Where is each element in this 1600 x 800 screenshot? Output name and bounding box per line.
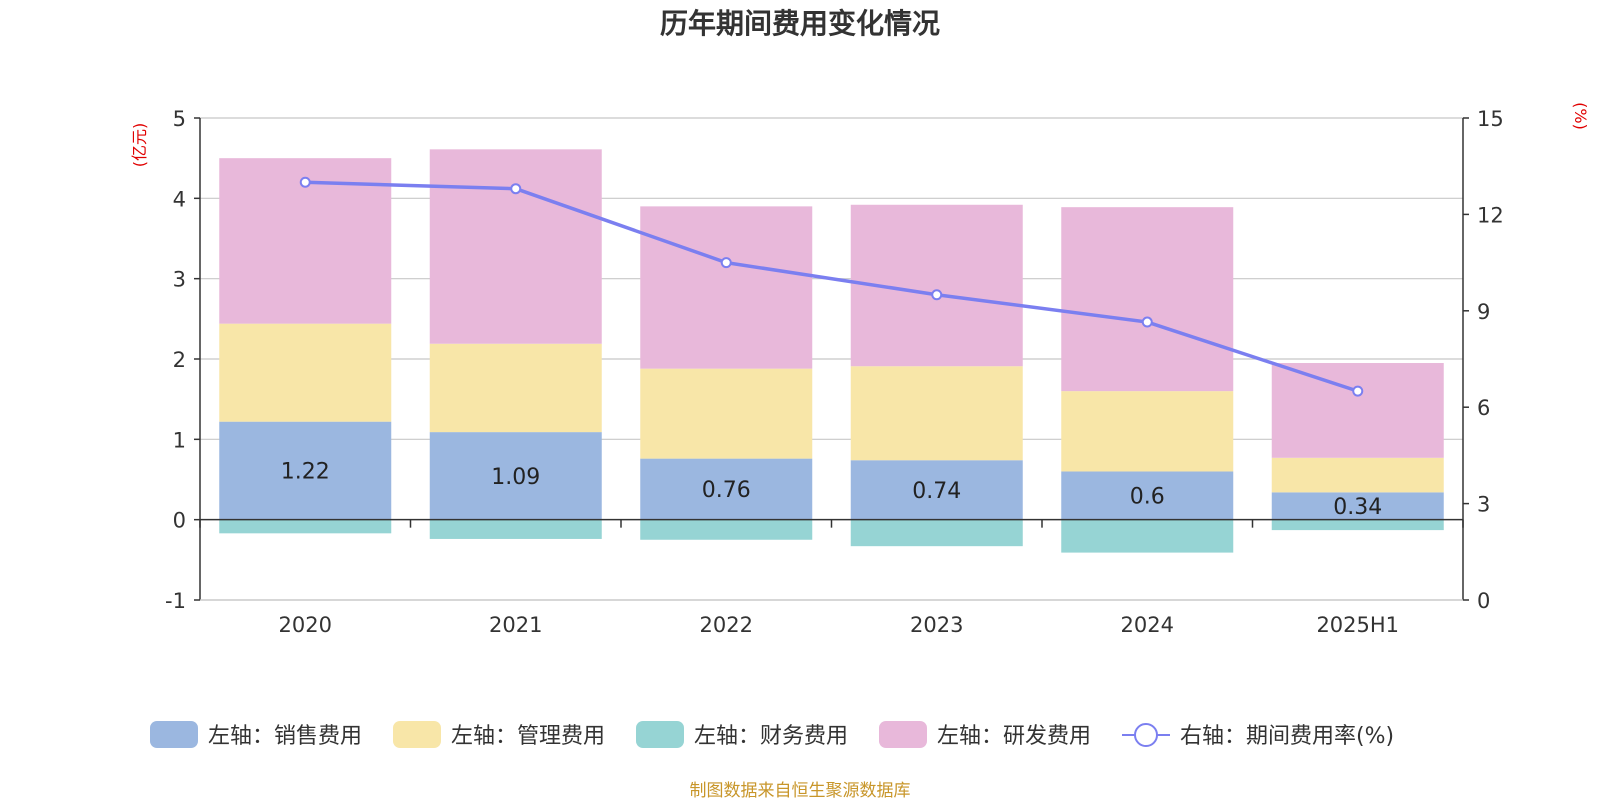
x-tick-label: 2023	[910, 613, 963, 637]
bar-segment	[1061, 519, 1234, 553]
bars	[219, 149, 1444, 553]
bar-segment	[219, 519, 392, 534]
bar-segment	[640, 206, 813, 369]
left-tick-label: 0	[173, 509, 186, 533]
bar-value-label: 0.76	[702, 478, 751, 503]
x-tick-label: 2021	[489, 613, 542, 637]
bar-segment	[429, 432, 602, 520]
bar-segment	[850, 366, 1023, 461]
left-tick-label: 3	[173, 268, 186, 292]
rate-point	[299, 176, 311, 188]
bar-segment	[850, 460, 1023, 520]
legend-swatch	[636, 721, 684, 748]
bar-segment	[640, 519, 813, 540]
bar-segment	[1271, 519, 1444, 531]
rate-point	[720, 257, 732, 269]
right-tick-label: 0	[1477, 589, 1490, 613]
bar-segment	[1061, 471, 1234, 520]
legend-circle-marker	[1134, 723, 1158, 747]
bar-value-label: 1.22	[281, 460, 330, 485]
bar-segment	[640, 368, 813, 459]
right-axis-unit: (%)	[1571, 102, 1590, 130]
rate-line	[299, 176, 1364, 397]
bar-segment	[429, 343, 602, 433]
rate-point	[510, 183, 522, 195]
legend: 左轴：销售费用 左轴：管理费用 左轴：财务费用 左轴：研发费用 右轴：期间费用率(%)	[150, 721, 1394, 749]
bar-value-label: 0.6	[1130, 485, 1165, 510]
bar-segment	[219, 323, 392, 422]
chart-title: 历年期间费用变化情况	[660, 7, 940, 40]
x-tick-label: 2020	[279, 613, 332, 637]
bar-segment	[219, 421, 392, 520]
bar-segment	[429, 149, 602, 344]
right-tick-label: 3	[1477, 493, 1490, 517]
legend-label: 左轴：销售费用	[208, 724, 362, 749]
bar-value-label: 1.09	[491, 465, 540, 490]
left-tick-label: 5	[173, 107, 186, 131]
bar-segment	[1271, 363, 1444, 458]
bar-segment	[1271, 492, 1444, 520]
bar-segment	[429, 519, 602, 539]
bar-segment	[1271, 457, 1444, 493]
x-tick-label: 2025H1	[1316, 613, 1399, 637]
right-tick-label: 9	[1477, 300, 1490, 324]
legend-swatch	[150, 721, 198, 748]
legend-swatch	[393, 721, 441, 748]
legend-label: 左轴：研发费用	[937, 724, 1091, 749]
right-tick-label: 15	[1477, 107, 1504, 131]
rate-point	[931, 289, 943, 301]
bar-value-label: 0.34	[1333, 495, 1382, 520]
x-tick-label: 2024	[1121, 613, 1174, 637]
bar-labels: 1.22 1.09 0.76 0.74 0.6 0.34	[281, 460, 1382, 520]
bar-segment	[1061, 391, 1234, 472]
bar-value-label: 0.74	[912, 479, 961, 504]
rate-line-path	[305, 180, 1359, 393]
left-tick-label: 2	[173, 348, 186, 372]
bar-segment	[850, 519, 1023, 547]
x-tick-label: 2022	[700, 613, 753, 637]
rate-point	[1141, 316, 1153, 328]
left-tick-label: -1	[165, 589, 186, 613]
bar-segment	[640, 458, 813, 520]
legend-label: 左轴：管理费用	[451, 724, 605, 749]
left-axis-unit: (亿元)	[130, 123, 149, 168]
right-tick-label: 6	[1477, 396, 1490, 420]
bar-segment	[1061, 207, 1234, 392]
right-tick-label: 12	[1477, 203, 1504, 227]
legend-swatch	[879, 721, 927, 748]
legend-label: 右轴：期间费用率(%)	[1180, 724, 1394, 749]
legend-label: 左轴：财务费用	[694, 724, 848, 749]
left-tick-label: 4	[173, 187, 186, 211]
source-note: 制图数据来自恒生聚源数据库	[690, 781, 911, 800]
left-tick-label: 1	[173, 428, 186, 452]
rate-point	[1352, 385, 1364, 397]
